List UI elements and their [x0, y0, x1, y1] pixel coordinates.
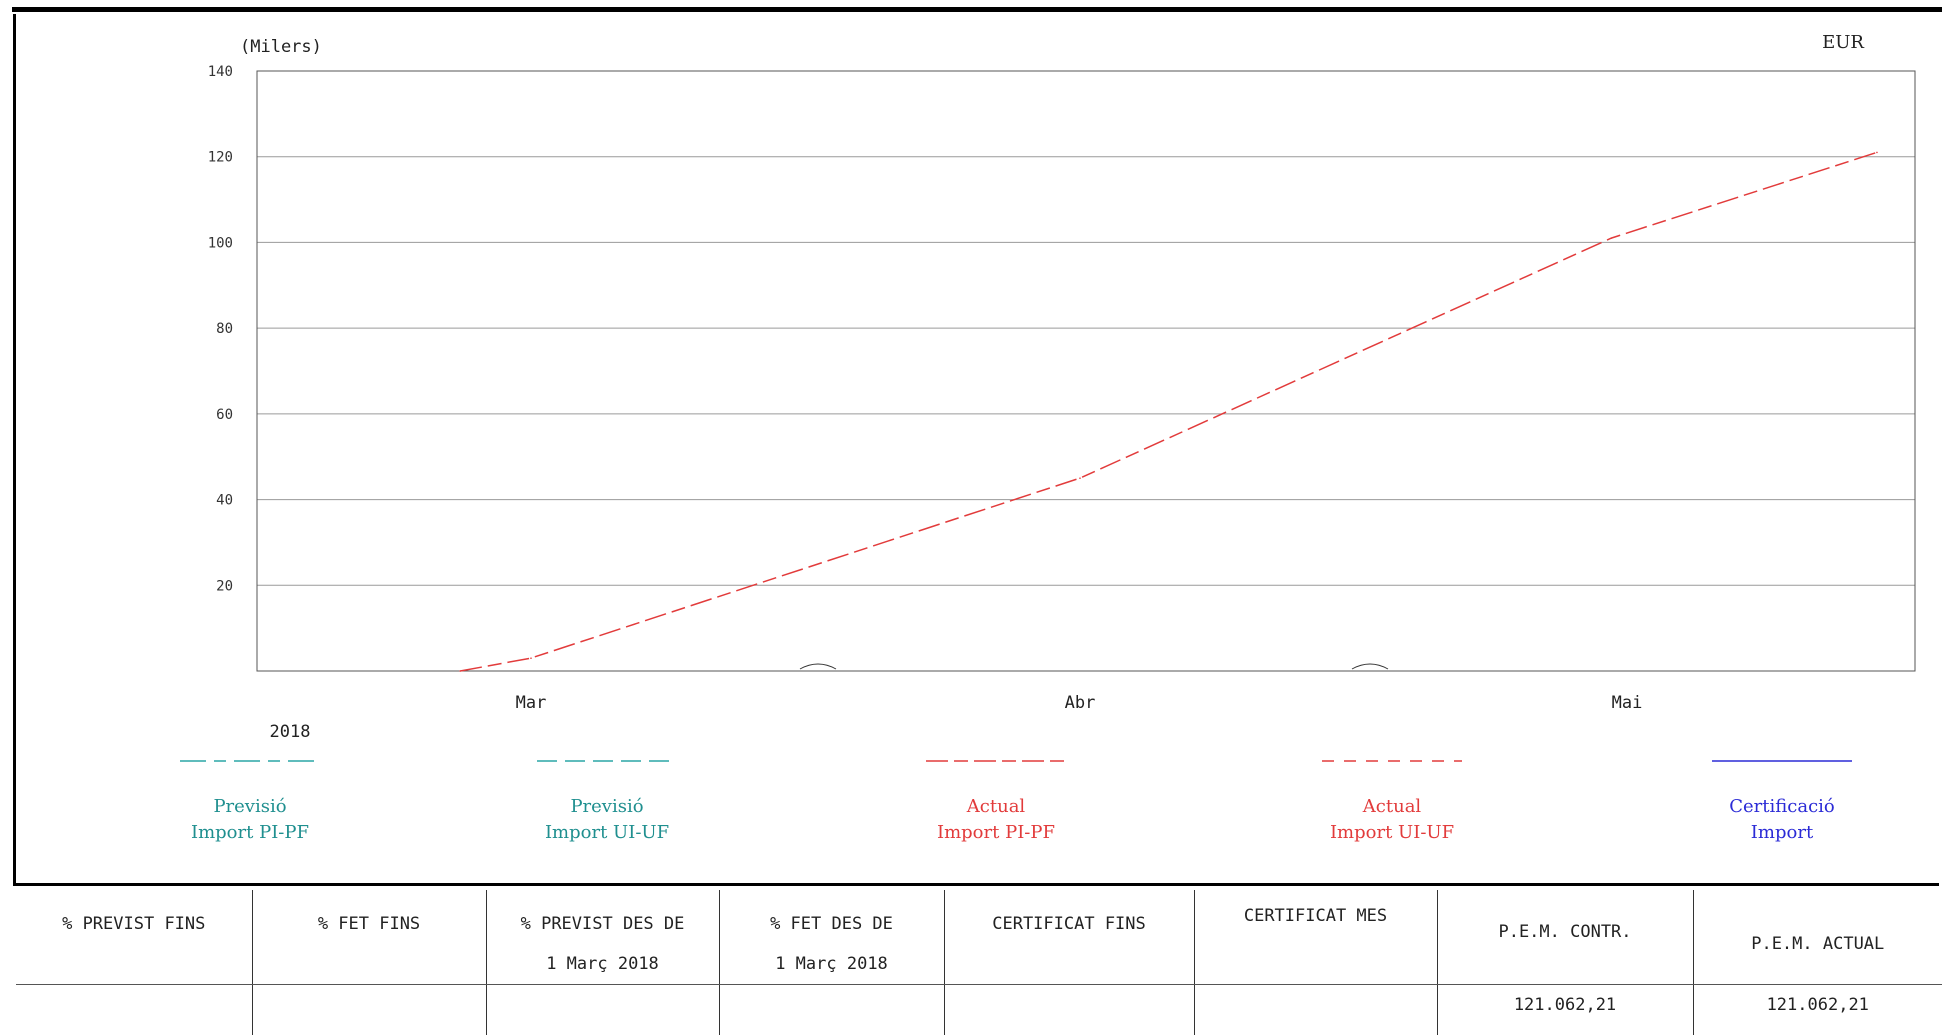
- table-header-row: % PREVIST FINS % FET FINS % PREVIST DES …: [16, 890, 1942, 985]
- header-pem-contr: P.E.M. CONTR.: [1437, 890, 1694, 985]
- header-certificat-fins: CERTIFICAT FINS: [944, 890, 1195, 985]
- legend-label-line1: Previsió: [213, 796, 287, 817]
- unit-label: (Milers): [240, 37, 322, 57]
- table-row: 121.062,21 121.062,21: [16, 984, 1942, 1035]
- legend-line-swatch: [926, 760, 1066, 762]
- legend-item: Actual Import UI-UF: [1282, 758, 1502, 846]
- currency-label: EUR: [1822, 32, 1864, 53]
- header-previst-fins: % PREVIST FINS: [16, 890, 253, 985]
- summary-table: % PREVIST FINS % FET FINS % PREVIST DES …: [16, 890, 1942, 1035]
- y-tick-label: 120: [208, 150, 233, 166]
- legend-line-swatch: [537, 760, 677, 762]
- cell-pem-contr: 121.062,21: [1437, 984, 1694, 1035]
- legend-line-swatch: [180, 760, 320, 762]
- legend-label-line2: Import: [1750, 822, 1814, 843]
- cell-certificat-mes: [1194, 984, 1438, 1035]
- year-label: 2018: [270, 722, 311, 742]
- legend-label-line2: Import UI-UF: [544, 822, 670, 843]
- legend-label-line1: Certificació: [1729, 796, 1835, 817]
- data-point: [459, 670, 461, 672]
- cell-pem-actual: 121.062,21: [1766, 995, 1869, 1015]
- cell-certificat-fins: [944, 984, 1195, 1035]
- y-tick-label: 80: [216, 321, 233, 337]
- line-chart: 20 40 60 80 100 120 140 (Milers) EUR Mar Abr Mai 201…: [208, 32, 1916, 742]
- legend-item: Previsió Import PI-PF: [140, 758, 360, 846]
- baseline-marker: [1351, 663, 1389, 670]
- data-point: [1079, 477, 1081, 479]
- x-tick-label: Mar: [516, 693, 547, 713]
- y-tick-label: 100: [208, 235, 233, 251]
- header-fet-fins: % FET FINS: [252, 890, 487, 985]
- x-tick-label: Mai: [1612, 693, 1643, 713]
- x-tick-label: Abr: [1065, 693, 1096, 713]
- legend-item: Actual Import PI-PF: [886, 758, 1106, 846]
- cell-fet-fins: [252, 984, 487, 1035]
- top-border: [12, 7, 1942, 12]
- legend-label-line2: Import PI-PF: [936, 822, 1055, 843]
- header-fet-des-de: % FET DES DE 1 Març 2018: [719, 890, 945, 985]
- y-tick-label: 140: [208, 64, 233, 80]
- legend-label-line2: Import UI-UF: [1329, 822, 1455, 843]
- y-tick-label: 20: [216, 578, 233, 594]
- y-tick-label: 40: [216, 493, 233, 509]
- data-point: [1876, 151, 1878, 154]
- header-previst-des-de: % PREVIST DES DE 1 Març 2018: [486, 890, 720, 985]
- cell-fet-des-de: [719, 984, 945, 1035]
- header-pem-actual: P.E.M. ACTUAL: [1693, 890, 1942, 985]
- legend-line-swatch: [1712, 760, 1852, 762]
- legend-label-line1: Previsió: [570, 796, 644, 817]
- legend-item: Certificació Import: [1672, 758, 1892, 846]
- y-tick-label: 60: [216, 407, 233, 423]
- cell-previst-des-de: [486, 984, 720, 1035]
- legend-line-swatch: [1322, 760, 1462, 762]
- legend-label-line1: Actual: [966, 796, 1026, 817]
- cell-previst-fins: [16, 984, 253, 1035]
- data-point: [1610, 237, 1613, 239]
- baseline-marker: [799, 663, 837, 670]
- chart-panel: [13, 14, 1939, 886]
- header-certificat-mes: CERTIFICAT MES: [1194, 890, 1438, 985]
- legend-label-line2: Import PI-PF: [190, 822, 309, 843]
- legend-item: Previsió Import UI-UF: [497, 758, 717, 846]
- data-point: [530, 657, 532, 659]
- legend-label-line1: Actual: [1362, 796, 1422, 817]
- plot-frame: [256, 70, 1916, 672]
- series-line: [460, 151, 1878, 672]
